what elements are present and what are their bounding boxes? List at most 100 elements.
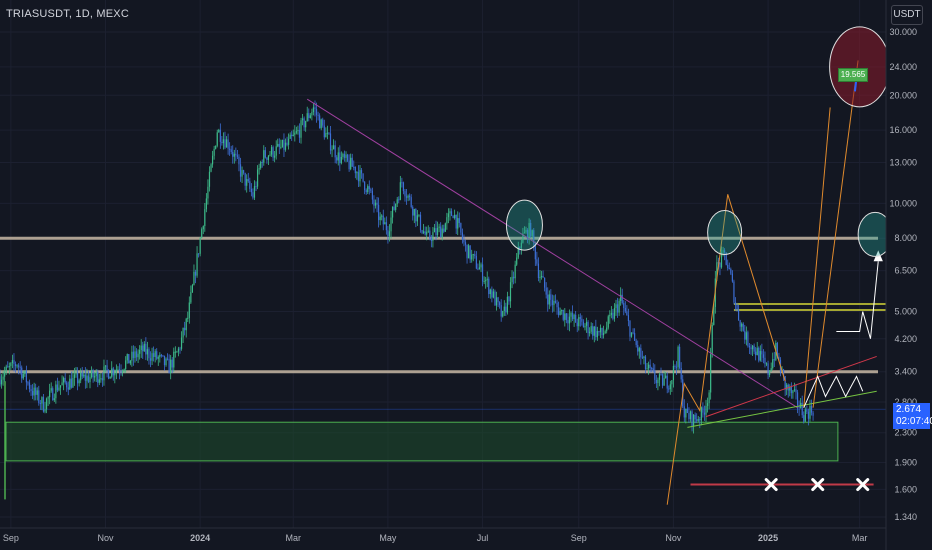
candle-body <box>250 188 252 193</box>
candle-body <box>342 153 344 157</box>
candle-body <box>606 327 608 332</box>
candle-body <box>2 376 4 380</box>
candle-body <box>142 345 144 352</box>
candle-body <box>31 391 34 396</box>
candle-body <box>731 273 733 282</box>
candle-body <box>374 202 377 206</box>
candle-body <box>530 222 532 237</box>
candle-body <box>101 378 104 381</box>
candle-body <box>758 347 760 361</box>
candle-body <box>298 129 301 138</box>
candle-body <box>346 154 349 161</box>
candle-body <box>582 321 585 328</box>
candle-body <box>211 155 214 165</box>
candle-body <box>76 372 79 384</box>
candle-body <box>506 296 508 313</box>
candle-body <box>121 370 124 372</box>
candle-body <box>413 209 415 216</box>
candle-body <box>786 384 788 390</box>
candle-body <box>461 232 463 240</box>
candle-body <box>472 254 474 256</box>
candle-body <box>359 170 361 182</box>
candle-body <box>81 372 83 377</box>
candle-body <box>284 142 287 150</box>
candle-body <box>409 195 411 198</box>
candle-body <box>317 114 319 116</box>
white-path <box>836 261 879 339</box>
candle-body <box>47 397 49 399</box>
candle-body <box>602 333 605 336</box>
candle-body <box>537 263 540 278</box>
candle-body <box>148 349 150 359</box>
candle-body <box>728 268 730 270</box>
candle-body <box>692 414 695 427</box>
candle-body <box>243 170 245 173</box>
candle-body <box>87 375 90 383</box>
candle-body <box>784 376 786 390</box>
symbol-title: TRIASUSDT, 1D, MEXC <box>6 8 129 20</box>
candle-body <box>468 245 470 259</box>
candle-body <box>762 354 765 358</box>
candle-body <box>700 407 702 421</box>
candle-body <box>5 366 7 373</box>
candle-body <box>165 358 167 366</box>
candle-body <box>663 378 665 386</box>
candle-body <box>421 230 423 233</box>
candle-body <box>589 331 591 334</box>
candle-body <box>319 115 321 129</box>
candle-body <box>460 223 462 233</box>
candle-body <box>533 230 535 244</box>
candle-body <box>89 377 91 383</box>
candle-body <box>407 195 409 198</box>
candle-body <box>368 186 370 190</box>
candle-body <box>675 366 678 368</box>
candle-body <box>92 370 94 378</box>
candle-body <box>652 368 654 371</box>
candle-body <box>703 412 706 415</box>
candle-body <box>734 302 737 305</box>
candle-body <box>764 357 766 364</box>
candle-body <box>306 113 308 122</box>
price-tick-label: 13.000 <box>889 157 917 167</box>
candle-body <box>756 347 758 356</box>
candle-body <box>44 409 46 412</box>
candle-body <box>669 384 671 390</box>
candle-body <box>134 351 136 359</box>
candle-body <box>125 360 127 370</box>
candle-body <box>457 218 459 229</box>
candle-body <box>590 326 592 332</box>
candle-body <box>103 366 105 381</box>
candle-body <box>249 181 251 189</box>
candle-body <box>526 229 529 240</box>
candle-body <box>730 269 732 274</box>
candle-body <box>629 321 631 337</box>
candle-body <box>466 244 468 259</box>
candle-body <box>215 145 217 149</box>
candle-body <box>345 154 347 158</box>
candle-body <box>753 345 755 352</box>
candle-body <box>384 222 386 225</box>
candle-body <box>281 139 284 147</box>
candle-body <box>274 155 276 158</box>
candle-body <box>261 162 263 164</box>
candle-body <box>98 379 100 383</box>
candle-body <box>593 326 595 336</box>
candle-body <box>540 276 543 278</box>
candle-body <box>145 343 147 355</box>
candle-body <box>246 179 248 186</box>
candle-body <box>238 156 240 165</box>
candle-body <box>519 247 521 249</box>
candle-body <box>75 372 77 375</box>
currency-button[interactable]: USDT <box>891 5 923 25</box>
candle-body <box>364 181 366 191</box>
candle-body <box>508 296 510 302</box>
candle-body <box>50 388 52 391</box>
candle-body <box>755 351 757 356</box>
pattern-projection <box>666 194 786 505</box>
price-tick-label: 10.000 <box>889 198 917 208</box>
candle-body <box>326 132 329 134</box>
last-price-tag: 2.674 02:07:40 <box>893 403 932 429</box>
target-ellipse <box>829 26 891 108</box>
candle-body <box>665 375 667 379</box>
